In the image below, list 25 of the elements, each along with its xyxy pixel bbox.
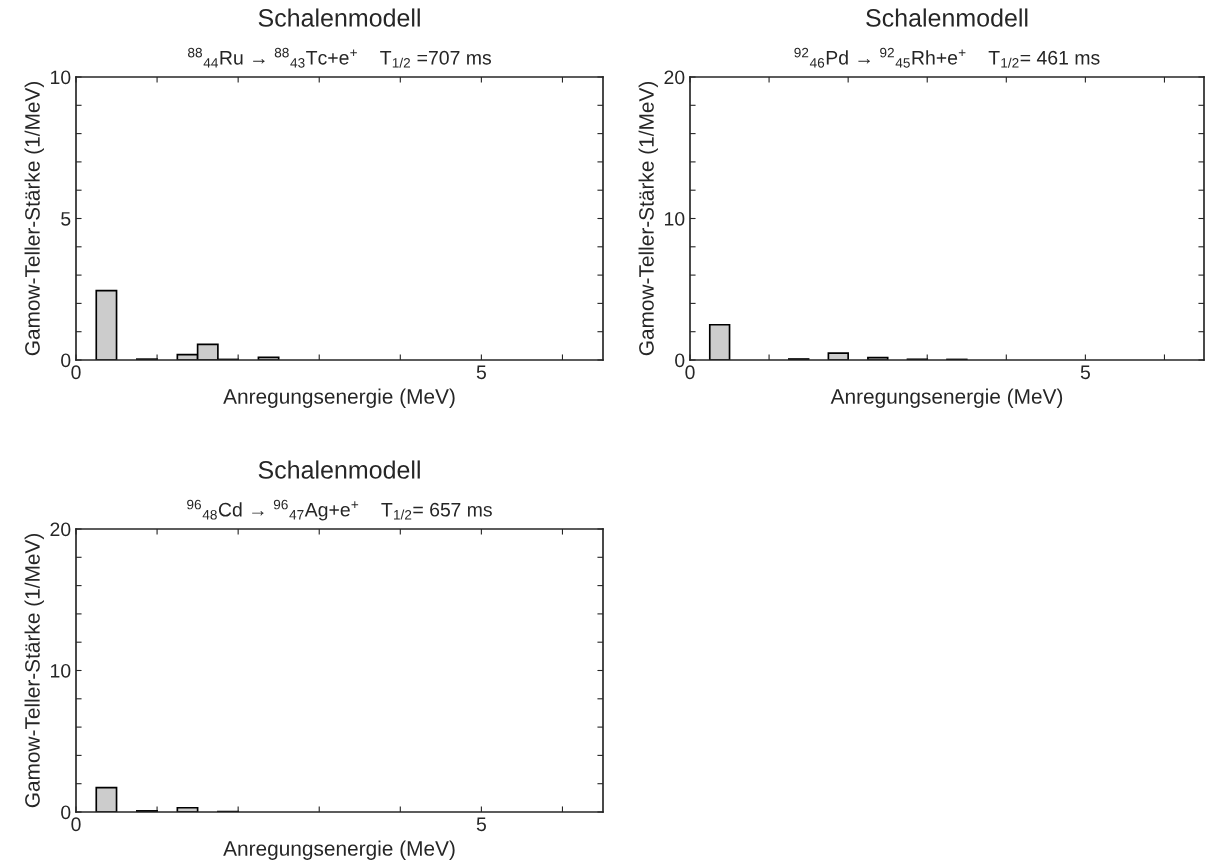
y-tick-label: 20 [664, 70, 685, 85]
y-tick-label: 10 [51, 663, 71, 678]
y-axis-title: Gamow-Teller-Stärke (1/MeV) [638, 82, 658, 356]
chart-title: Schalenmodell [258, 460, 420, 479]
y-tick-label: 20 [50, 522, 71, 537]
y-tick-label: 0 [61, 353, 71, 368]
x-tick-label: 5 [476, 365, 486, 380]
y-tick-label: 5 [61, 212, 71, 226]
text: $^{88}$$_{44}$Ru → $^{88}$$_{43}$Tc+e$^{+}$ T$_{1/2}$ =707 ms [188, 47, 492, 68]
x-axis-title: Anregungsenergie (MeV) [223, 840, 455, 860]
y-tick-label: 0 [61, 805, 71, 820]
x-tick-label: 0 [685, 365, 695, 380]
y-tick-label: 10 [51, 70, 71, 85]
x-axis-title: Anregungsenergie (MeV) [830, 388, 1063, 408]
y-tick-label: 0 [675, 353, 685, 368]
y-axis-title: Gamow-Teller-Stärke (1/MeV) [24, 82, 44, 356]
x-axis-title: Anregungsenergie (MeV) [223, 388, 455, 408]
y-tick-label: 10 [665, 211, 685, 226]
x-tick-label: 0 [71, 365, 81, 380]
y-axis-title: Gamow-Teller-Stärke (1/MeV) [24, 534, 44, 808]
chart-title: Schalenmodell [866, 8, 1028, 27]
chart-title: Schalenmodell [258, 8, 420, 27]
text: $^{92}$$_{46}$Pd → $^{92}$$_{45}$Rh+e$^{+}$ T$_{1/2}$= 461 ms [794, 47, 1100, 68]
x-tick-label: 5 [1080, 365, 1090, 380]
text: $^{96}$$_{48}$Cd → $^{96}$$_{47}$Ag+e$^{+}$ T$_{1/2}$= 657 ms [187, 499, 492, 521]
